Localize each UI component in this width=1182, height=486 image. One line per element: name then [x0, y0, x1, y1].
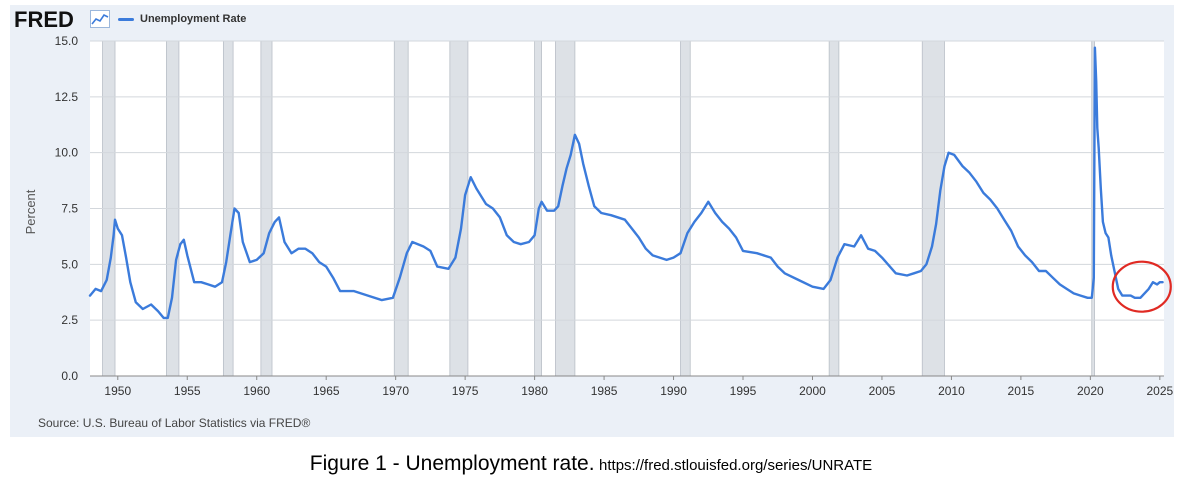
x-tick-label: 1960: [243, 384, 270, 398]
legend-swatch: [118, 18, 134, 21]
y-tick-label: 10.0: [55, 146, 79, 160]
highlight-circle: [1111, 260, 1172, 313]
caption-title: Figure 1 - Unemployment rate.: [309, 452, 595, 475]
x-tick-label: 1975: [452, 384, 479, 398]
y-tick-label: 15.0: [55, 34, 79, 48]
y-axis-title: Percent: [23, 189, 38, 234]
y-tick-label: 0.0: [61, 369, 78, 383]
x-tick-label: 1950: [104, 384, 131, 398]
y-tick-label: 2.5: [61, 313, 78, 327]
chart-line-icon: [90, 10, 110, 28]
x-tick-label: 2015: [1008, 384, 1035, 398]
x-tick-label: 1985: [591, 384, 618, 398]
x-tick-label: 1990: [660, 384, 687, 398]
series-line-unemployment-rate: [88, 46, 1164, 320]
fred-logo: FRED: [14, 7, 74, 32]
caption-url[interactable]: https://fred.stlouisfed.org/series/UNRAT…: [599, 457, 873, 474]
x-tick-label: 2010: [938, 384, 965, 398]
source-note: Source: U.S. Bureau of Labor Statistics …: [38, 416, 311, 430]
x-tick-label: 1970: [382, 384, 409, 398]
x-tick-label: 1965: [313, 384, 340, 398]
legend-label: Unemployment Rate: [140, 13, 247, 25]
y-tick-label: 12.5: [55, 90, 79, 104]
figure-caption: Figure 1 - Unemployment rate. https://fr…: [0, 452, 1182, 476]
x-tick-label: 2000: [799, 384, 826, 398]
x-tick-label: 2020: [1077, 384, 1104, 398]
x-tick-label: 1980: [521, 384, 548, 398]
x-tick-label: 1995: [730, 384, 757, 398]
x-tick-label: 2025: [1146, 384, 1173, 398]
unemployment-chart: 0.0 2.5 5.0 7.5 10.0 12.5 15.0 1950 1955 1960 196…: [23, 34, 1174, 398]
x-tick-label: 1955: [174, 384, 201, 398]
x-tick-label: 2005: [869, 384, 896, 398]
y-tick-label: 5.0: [61, 257, 78, 271]
y-tick-label: 7.5: [61, 202, 78, 216]
